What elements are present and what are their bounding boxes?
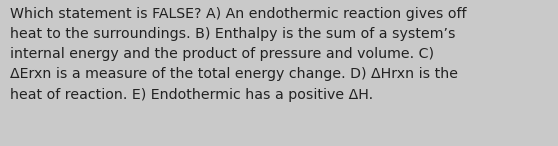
- Text: Which statement is FALSE? A) An endothermic reaction gives off
heat to the surro: Which statement is FALSE? A) An endother…: [10, 7, 466, 101]
